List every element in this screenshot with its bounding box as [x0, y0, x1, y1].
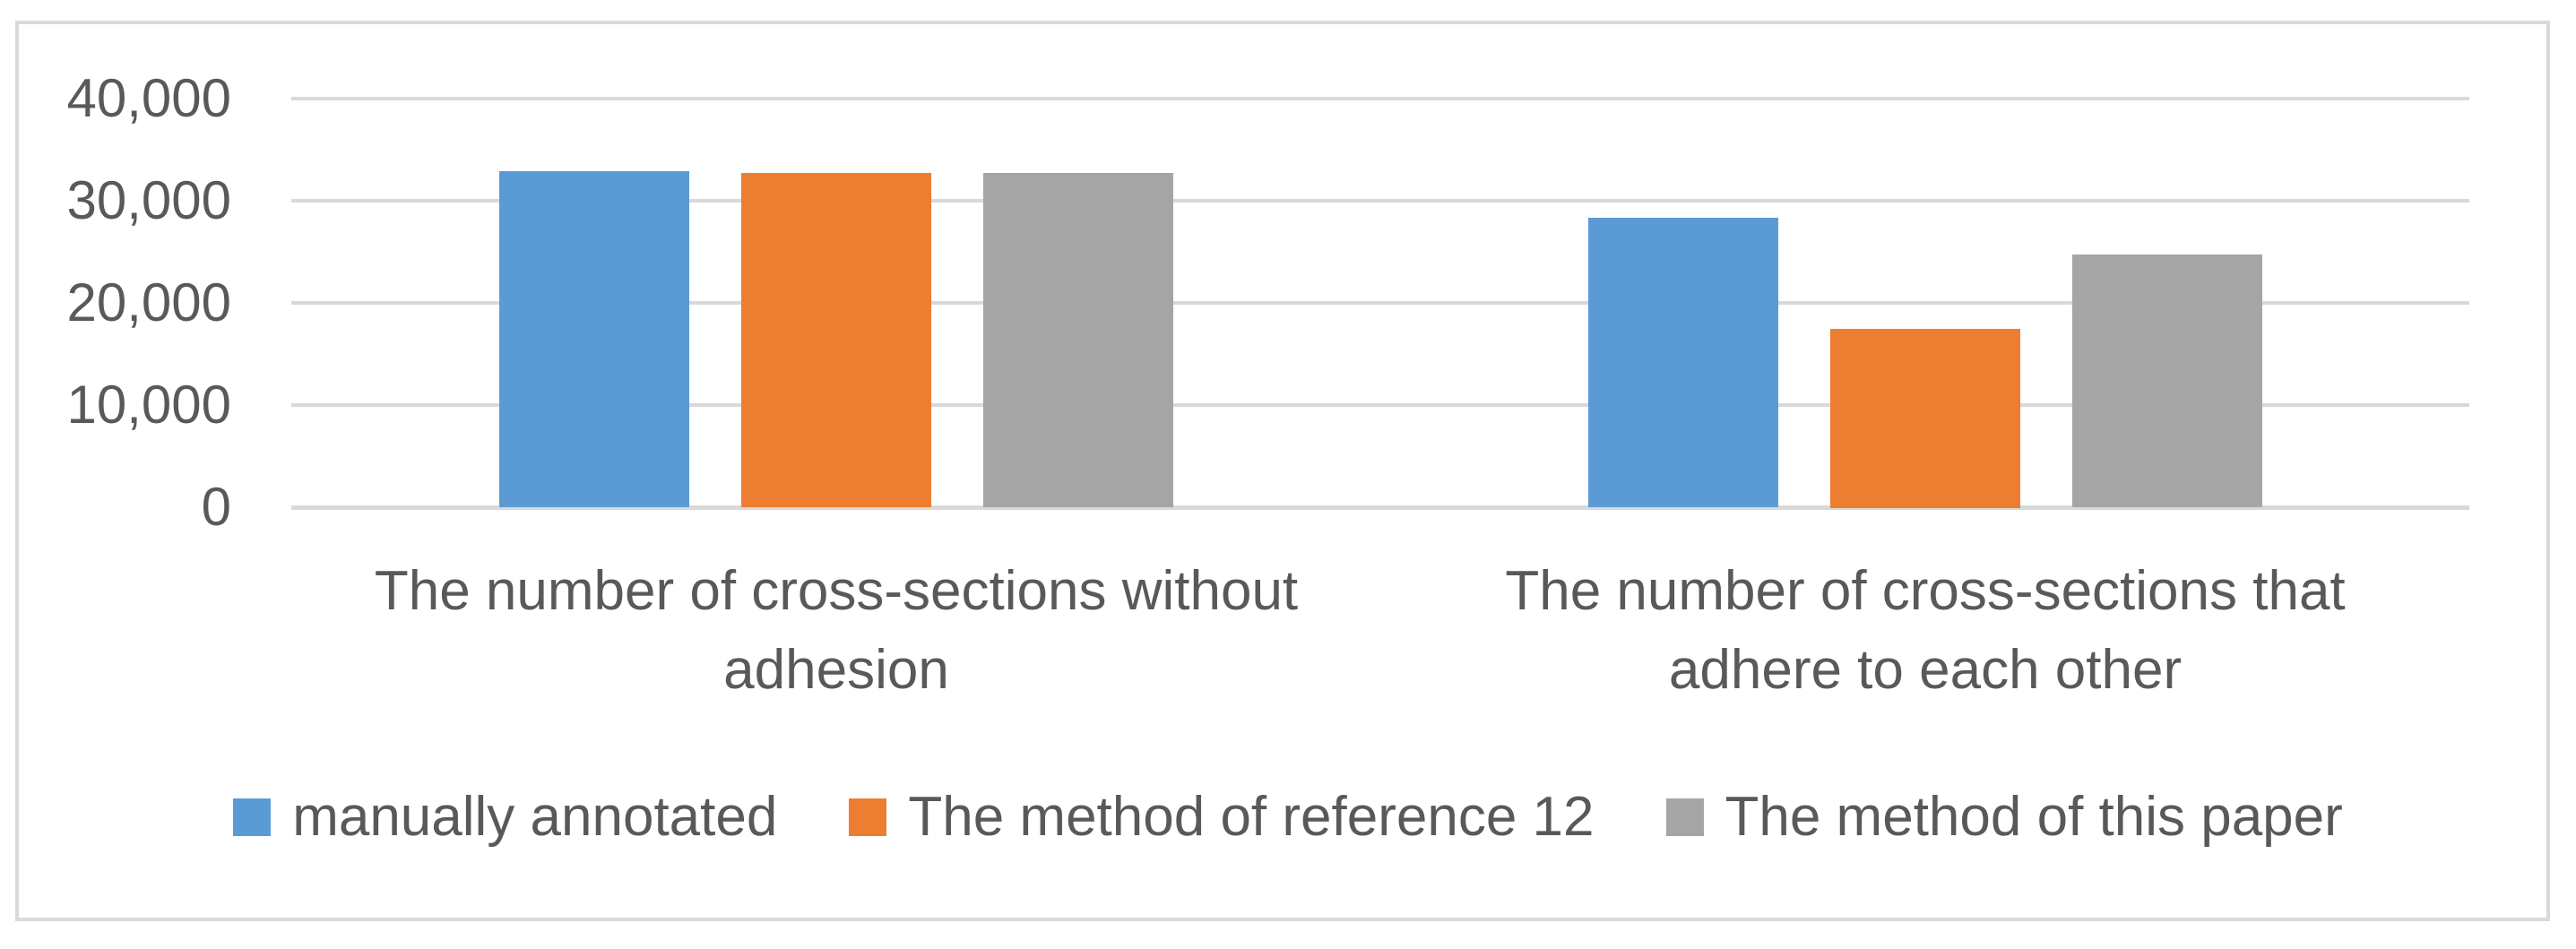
- category-label-line: adhere to each other: [1668, 639, 2183, 701]
- bar-the-method-of-this-paper-cat1: [983, 173, 1173, 507]
- bar-the-method-of-reference-12-cat1: [741, 173, 931, 507]
- horizontal-gridline: [291, 403, 2469, 407]
- y-axis-tick-label: 0: [201, 477, 231, 537]
- horizontal-gridline: [291, 199, 2469, 203]
- category-label-line: The number of cross-sections that: [1505, 560, 2346, 622]
- bar-the-method-of-this-paper-cat2: [2072, 255, 2262, 507]
- legend-swatch-icon: [233, 798, 272, 836]
- category-label-line: adhesion: [723, 639, 949, 701]
- legend-swatch-icon: [849, 798, 887, 836]
- legend-item-label: manually annotated: [292, 786, 778, 848]
- bar-manually-annotated-cat2: [1588, 218, 1778, 507]
- bar-manually-annotated-cat1: [499, 171, 689, 507]
- bar-the-method-of-reference-12-cat2: [1830, 329, 2020, 508]
- category-label: The number of cross-sections without adhe…: [375, 552, 1298, 710]
- legend-item: The method of reference 12: [849, 786, 1595, 848]
- horizontal-gridline: [291, 301, 2469, 305]
- legend-item-label: The method of this paper: [1725, 786, 2343, 848]
- legend-item-label: The method of reference 12: [908, 786, 1595, 848]
- y-axis-tick-label: 40,000: [66, 68, 231, 128]
- y-axis-tick-label: 30,000: [66, 170, 231, 230]
- y-axis-tick-label: 10,000: [66, 375, 231, 435]
- category-label: The number of cross-sections that adhere …: [1505, 552, 2345, 710]
- legend-item: manually annotated: [233, 789, 777, 845]
- legend-swatch-icon: [1665, 798, 1704, 836]
- y-axis-tick-label: 20,000: [66, 272, 231, 332]
- x-axis-line: [291, 505, 2469, 510]
- legend: manually annotated The method of referenc…: [0, 781, 2576, 853]
- category-label-line: The number of cross-sections without: [374, 560, 1299, 622]
- horizontal-gridline: [291, 97, 2469, 100]
- legend-item: The method of this paper: [1665, 786, 2343, 848]
